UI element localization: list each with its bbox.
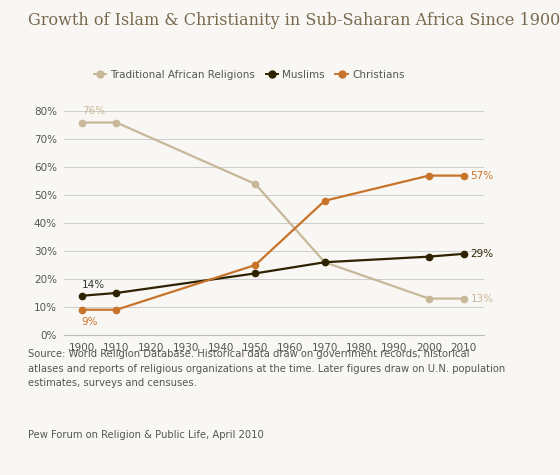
Text: 14%: 14% bbox=[82, 280, 105, 290]
Text: 76%: 76% bbox=[82, 105, 105, 115]
Text: 13%: 13% bbox=[470, 294, 494, 304]
Legend: Traditional African Religions, Muslims, Christians: Traditional African Religions, Muslims, … bbox=[90, 66, 409, 84]
Text: Pew Forum on Religion & Public Life, April 2010: Pew Forum on Religion & Public Life, Apr… bbox=[28, 430, 264, 440]
Text: 57%: 57% bbox=[470, 171, 494, 180]
Text: 29%: 29% bbox=[470, 249, 494, 259]
Text: 9%: 9% bbox=[82, 317, 98, 327]
Text: Source: World Religion Database. Historical data draw on government records, his: Source: World Religion Database. Histori… bbox=[28, 349, 505, 388]
Text: Growth of Islam & Christianity in Sub-Saharan Africa Since 1900: Growth of Islam & Christianity in Sub-Sa… bbox=[28, 12, 560, 29]
